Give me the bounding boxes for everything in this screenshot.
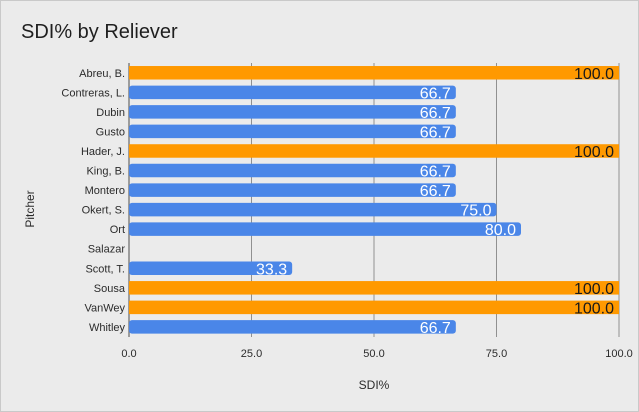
bar-data-label: 100.0 bbox=[574, 144, 614, 161]
bar-data-label: 100.0 bbox=[574, 300, 614, 317]
category-label: Ort bbox=[110, 224, 125, 236]
bar bbox=[129, 202, 497, 217]
bar bbox=[129, 320, 456, 334]
x-tick-label: 50.0 bbox=[363, 348, 384, 360]
bar bbox=[129, 163, 456, 178]
category-label: Scott, T. bbox=[85, 263, 125, 275]
bar-data-label: 100.0 bbox=[574, 66, 614, 83]
x-tick-label: 100.0 bbox=[605, 348, 633, 360]
category-label: VanWey bbox=[84, 302, 125, 314]
bar bbox=[129, 183, 456, 197]
bar bbox=[129, 124, 456, 139]
bar-data-label: 100.0 bbox=[574, 281, 614, 298]
bar-data-label: 33.3 bbox=[256, 261, 287, 278]
bar-data-label: 66.7 bbox=[420, 85, 451, 102]
category-label: Abreu, B. bbox=[79, 68, 125, 80]
x-tick-label: 25.0 bbox=[241, 348, 262, 360]
x-axis-title: SDI% bbox=[359, 378, 390, 392]
category-label: Montero bbox=[85, 185, 125, 197]
bar-data-label: 66.7 bbox=[420, 164, 451, 181]
bar-data-label: 66.7 bbox=[420, 183, 451, 200]
bar bbox=[129, 300, 619, 315]
bar-data-label: 66.7 bbox=[420, 105, 451, 122]
grid-lines bbox=[128, 63, 620, 337]
bar bbox=[129, 66, 619, 80]
x-tick-label: 75.0 bbox=[486, 348, 507, 360]
category-label: Salazar bbox=[88, 244, 126, 256]
bar-data-label: 80.0 bbox=[485, 222, 516, 239]
bar-data-label: 66.7 bbox=[420, 320, 451, 337]
category-label: Okert, S. bbox=[82, 205, 125, 217]
category-label: Hader, J. bbox=[81, 146, 125, 158]
bar-data-label: 66.7 bbox=[420, 124, 451, 141]
bar bbox=[129, 222, 521, 236]
x-tick-label: 0.0 bbox=[121, 348, 136, 360]
category-label: King, B. bbox=[86, 166, 125, 178]
bar bbox=[129, 85, 456, 100]
category-label: Dubin bbox=[96, 107, 125, 119]
category-label: Whitley bbox=[89, 322, 126, 334]
category-label: Sousa bbox=[94, 283, 126, 295]
category-label: Contreras, L. bbox=[61, 87, 125, 99]
bar-data-label: 75.0 bbox=[460, 203, 491, 220]
bar bbox=[129, 144, 619, 158]
bars: 100.0 66.7 66.7 66.7 100.0 66.7 66.7 75.0 80.0 33… bbox=[129, 66, 619, 337]
chart-title: SDI% by Reliever bbox=[21, 21, 178, 43]
y-axis-title: Pitcher bbox=[23, 190, 37, 227]
bar bbox=[129, 281, 619, 295]
bar bbox=[129, 105, 456, 119]
bar bbox=[129, 261, 293, 276]
category-labels: Abreu, B. Contreras, L. Dubin Gusto Hader, J… bbox=[61, 68, 125, 334]
category-label: Gusto bbox=[96, 126, 125, 138]
x-tick-labels: 0.0 25.0 50.0 75.0 100.0 bbox=[121, 348, 632, 360]
